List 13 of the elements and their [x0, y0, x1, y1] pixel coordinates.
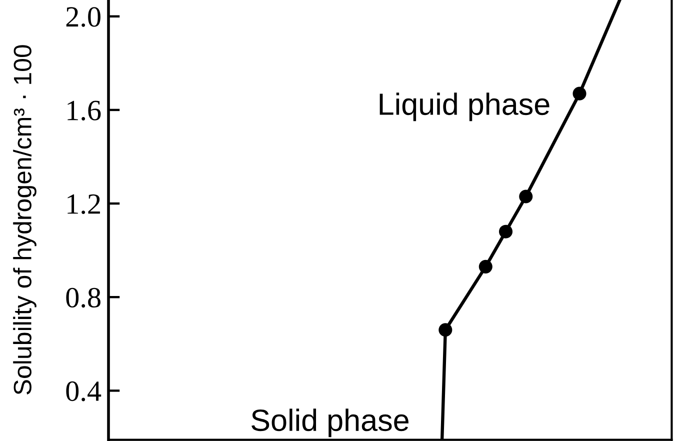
point	[572, 86, 586, 100]
point	[498, 224, 513, 238]
annotation: Solid phase	[252, 408, 408, 438]
point	[478, 260, 492, 274]
y-axis-title: Solubility of hydrogen/cm³ · 100	[13, 45, 36, 395]
point	[438, 323, 452, 337]
y-tick-label: 2.0	[66, 7, 100, 27]
y-tick-label: 1.6	[68, 100, 101, 120]
annotation: Liquid phase	[380, 92, 550, 122]
y-tick-label: 0.8	[66, 288, 100, 308]
point	[519, 190, 533, 204]
y-tick-label: 0.4	[66, 381, 102, 402]
y-tick-label: 1.2	[68, 194, 100, 214]
